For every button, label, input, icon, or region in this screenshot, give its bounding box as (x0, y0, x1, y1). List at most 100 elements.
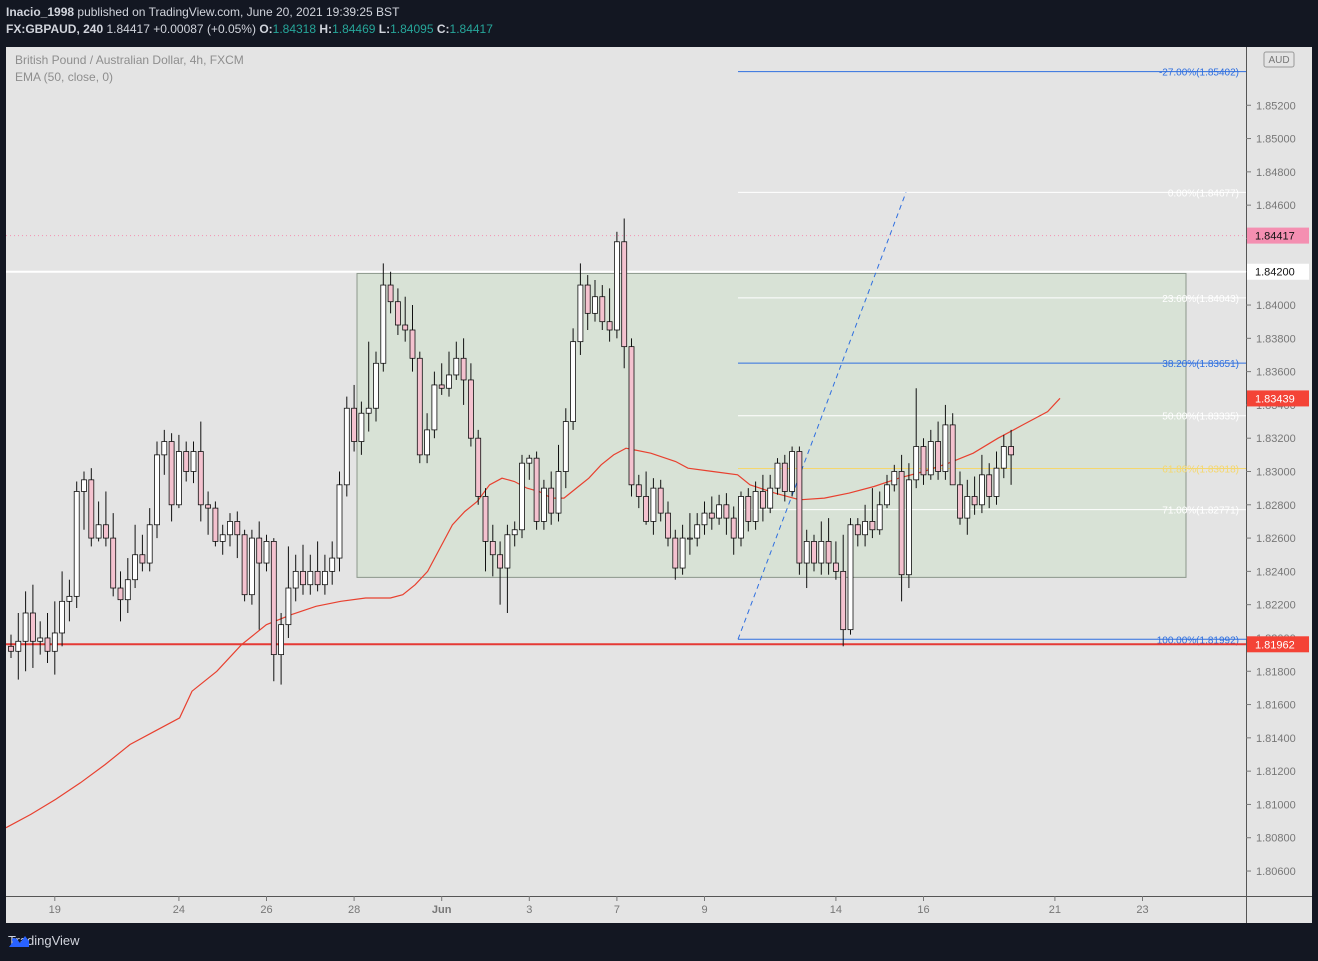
price-tag-box[interactable] (1247, 390, 1309, 407)
candle-body (986, 474, 993, 497)
price-tag-box[interactable] (1247, 227, 1309, 244)
candle-body (796, 451, 803, 564)
candle (124, 558, 131, 613)
candle (15, 613, 22, 680)
candle-body (913, 446, 920, 481)
price-tick-label: 1.83600 (1256, 367, 1296, 379)
candle-body (307, 570, 314, 586)
fib-trend-line[interactable] (737, 192, 907, 640)
candle-body (964, 496, 971, 519)
candle-body (767, 487, 774, 509)
candle-body (88, 479, 95, 539)
candle-body (416, 357, 423, 456)
candle-body (694, 524, 701, 539)
candle-body (146, 524, 153, 564)
candle-body (1008, 446, 1014, 456)
time-tick-label: 14 (830, 904, 842, 916)
candle-body (840, 570, 847, 631)
candle-body (489, 541, 496, 556)
author-name[interactable]: Inacio_1998 (6, 5, 75, 19)
price-tag-box[interactable] (1247, 263, 1309, 280)
price-tag-support[interactable]: 1.81962 (1247, 636, 1309, 653)
candle (577, 263, 584, 355)
chart-title: British Pound / Australian Dollar, 4h, F… (15, 53, 244, 67)
price-tag-label: 1.84200 (1255, 267, 1295, 279)
candle (59, 571, 65, 647)
candle-body (949, 424, 956, 486)
candle-body (424, 429, 431, 456)
candle (292, 554, 299, 602)
candle (796, 446, 803, 575)
price-tag-ema[interactable]: 1.83439 (1247, 390, 1309, 407)
candle (146, 508, 153, 572)
time-tick-label: 3 (526, 904, 532, 916)
candle-body (103, 524, 109, 539)
candle (416, 351, 423, 464)
candle-body (270, 541, 277, 656)
candle (285, 546, 292, 638)
candle (650, 478, 657, 535)
candle-body (935, 441, 941, 472)
fib-level-label: 23.60%(1.84043) (1162, 294, 1239, 305)
candle-body (862, 521, 868, 536)
candle-body (219, 534, 226, 542)
candle (161, 429, 168, 475)
candle (606, 288, 613, 342)
candle-body (577, 284, 584, 343)
time-tick-label: 19 (49, 904, 61, 916)
candle (935, 421, 941, 480)
candle-body (132, 554, 138, 581)
price-tag-last[interactable]: 1.84417 (1247, 227, 1309, 244)
candle (774, 458, 781, 495)
price-tag-line[interactable]: 1.84200 (1247, 263, 1309, 280)
candle-body (373, 362, 379, 409)
price-tag-box[interactable] (1247, 636, 1309, 653)
candlestick-chart[interactable]: -27.00%(1.85402) 0.00%(1.84677) 23.60%(1.8… (6, 47, 1312, 923)
candle (745, 488, 752, 532)
candle (139, 534, 146, 572)
candle-body (533, 457, 540, 522)
open-label: O: (259, 22, 273, 36)
time-tick-label: Jun (432, 904, 452, 916)
candle (993, 451, 1000, 505)
candle-body (957, 484, 963, 519)
currency-badge-box[interactable] (1263, 51, 1295, 68)
candle (81, 471, 87, 530)
time-tick-label: 26 (260, 904, 272, 916)
candles (8, 218, 1014, 685)
candle (599, 285, 606, 330)
candle (307, 554, 314, 595)
currency-badge[interactable]: AUD (1263, 51, 1295, 68)
candle (701, 501, 708, 535)
candle (884, 474, 890, 509)
fib-level-label: 0.00%(1.84677) (1168, 188, 1239, 199)
candle (453, 341, 460, 380)
candle-body (803, 541, 810, 564)
candle (708, 496, 715, 530)
price-tick-label: 1.82400 (1256, 566, 1296, 578)
range-box[interactable] (356, 272, 1187, 578)
candle (1008, 429, 1014, 485)
candle (66, 579, 73, 622)
candle (738, 491, 744, 547)
candle-body (453, 357, 460, 376)
candle-body (752, 491, 759, 522)
price-axis[interactable]: 1.80600 1.80800 1.81000 1.81200 1.81400 1.816… (1246, 100, 1296, 878)
candle-body (248, 537, 255, 596)
candle (533, 451, 540, 530)
fib-retracement[interactable]: -27.00%(1.85402) 0.00%(1.84677) 23.60%(1.8… (737, 68, 1246, 647)
candle-body (745, 496, 752, 522)
chart-pane[interactable]: -27.00%(1.85402) 0.00%(1.84677) 23.60%(1.8… (6, 47, 1312, 923)
candle-body (44, 637, 51, 652)
candle-body (570, 341, 576, 422)
candle (811, 534, 817, 572)
candle (336, 471, 343, 572)
candle-body (197, 451, 204, 506)
candle-body (285, 587, 292, 626)
candle (679, 524, 686, 575)
candle-body (234, 521, 241, 536)
candle-body (621, 241, 628, 348)
candle-body (818, 541, 825, 564)
candle-body (979, 474, 985, 506)
time-axis[interactable]: 19 24 26 28 Jun 3 7 9 14 16 21 23 (49, 896, 1149, 916)
